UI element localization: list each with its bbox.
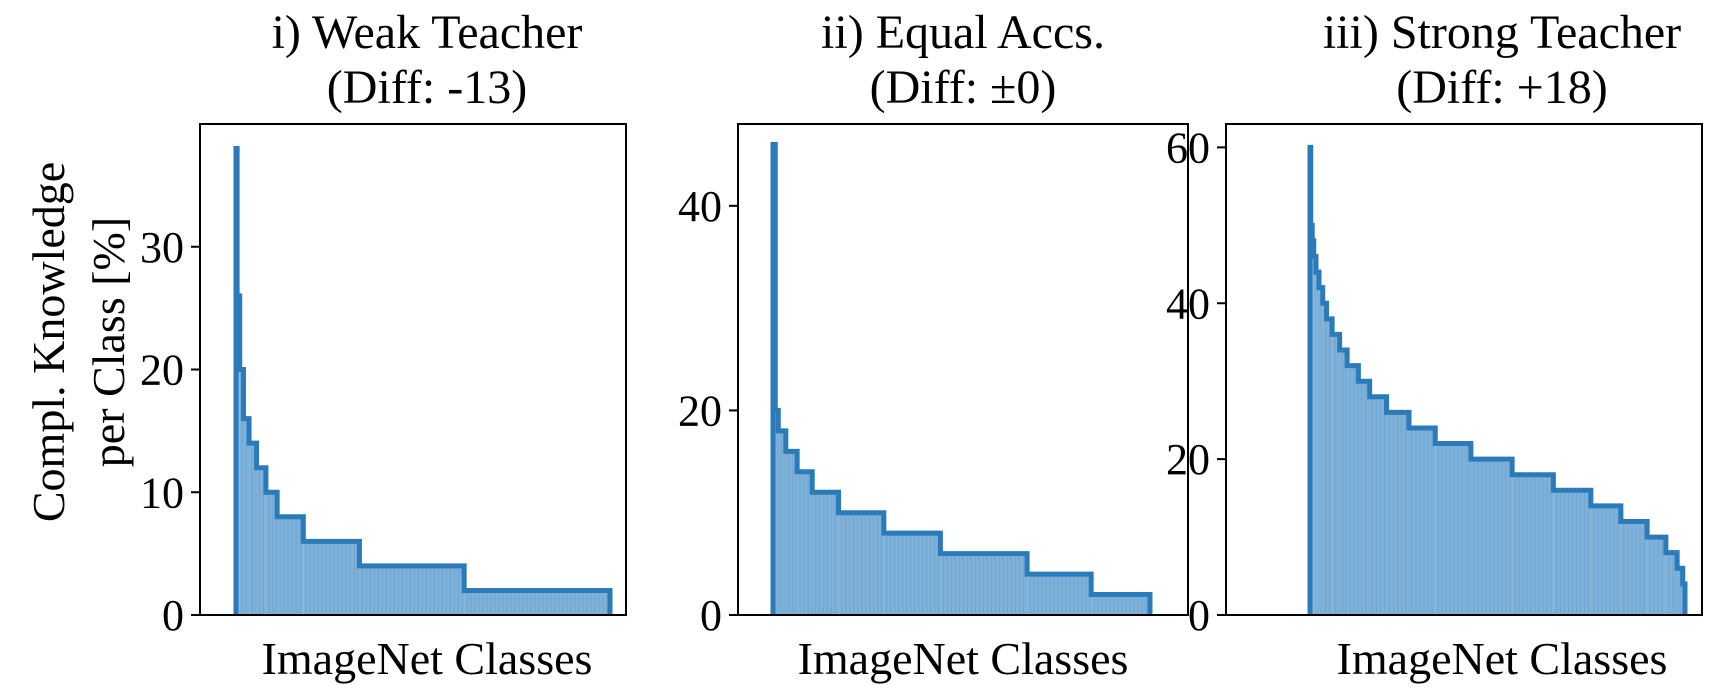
- y-tick-label: 40: [678, 182, 722, 231]
- y-tick-group: 0 10 20 30: [140, 223, 200, 640]
- area-step: [303, 541, 360, 615]
- area-step: [1409, 427, 1436, 615]
- x-axis-label: ImageNet Classes: [262, 633, 593, 684]
- area-step: [775, 410, 779, 615]
- area-step: [1322, 303, 1327, 615]
- area-step: [778, 430, 786, 615]
- area-step: [1620, 521, 1648, 615]
- plot-frame: [737, 123, 1189, 616]
- series-line-group: [1307, 144, 1688, 615]
- y-tick-label: 0: [162, 591, 184, 640]
- y-axis-label-line1: Compl. Knowledge: [23, 162, 74, 522]
- bar-texture: [1321, 287, 1681, 615]
- y-tick-label: 0: [700, 591, 722, 640]
- bar-texture: [242, 369, 608, 615]
- area-step: [265, 492, 278, 615]
- series-line: [1307, 144, 1688, 615]
- area-step: [249, 443, 257, 615]
- y-tick-label: 40: [1166, 279, 1210, 328]
- area-fill-group: [1310, 147, 1685, 616]
- area-step: [1091, 594, 1150, 615]
- panel-title-line2: (Diff: +18): [1396, 61, 1607, 114]
- y-tick-label: 20: [1166, 435, 1210, 484]
- panel-title-line1: iii) Strong Teacher: [1323, 6, 1681, 59]
- series-line-group: [233, 146, 613, 615]
- area-step: [1358, 381, 1370, 615]
- area-step: [1347, 365, 1359, 615]
- panel-title-line1: i) Weak Teacher: [272, 6, 583, 59]
- area-step: [464, 590, 610, 615]
- area-step: [1313, 256, 1316, 615]
- panel-title-line1: ii) Equal Accs.: [821, 6, 1105, 59]
- area-step: [1665, 552, 1678, 615]
- area-step: [883, 533, 941, 615]
- plot-frame: [1225, 123, 1703, 616]
- x-axis-label: ImageNet Classes: [798, 633, 1129, 684]
- y-tick-group: 0 20 40 60: [1166, 123, 1226, 640]
- area-step: [1332, 334, 1340, 615]
- area-step: [239, 369, 244, 615]
- area-step: [812, 492, 839, 615]
- panel-weak-teacher: i) Weak Teacher (Diff: -13) ImageNet Cla…: [140, 6, 627, 684]
- area-step: [359, 565, 465, 615]
- area-step: [1027, 574, 1092, 615]
- area-step: [1319, 287, 1323, 615]
- y-tick-label: 0: [1188, 591, 1210, 640]
- y-tick-label: 20: [678, 386, 722, 435]
- area-fill-group: [773, 144, 1150, 616]
- area-step: [1647, 537, 1666, 615]
- area-step: [785, 451, 798, 615]
- area-step: [1316, 272, 1319, 615]
- area-step: [1435, 443, 1471, 615]
- area-fill-group: [236, 148, 610, 616]
- y-tick-label: 60: [1166, 123, 1210, 172]
- y-tick-group: 0 20 40: [678, 182, 738, 640]
- x-axis-label: ImageNet Classes: [1337, 633, 1668, 684]
- y-tick-label: 30: [140, 223, 184, 272]
- area-step: [1339, 350, 1348, 615]
- series-line-group: [770, 141, 1153, 615]
- panel-strong-teacher: iii) Strong Teacher (Diff: +18) ImageNet…: [1166, 6, 1703, 684]
- panel-equal-accs: ii) Equal Accs. (Diff: ±0) ImageNet Clas…: [678, 6, 1189, 684]
- y-tick-label: 20: [140, 346, 184, 395]
- y-axis-label-line2: per Class [%]: [83, 217, 134, 467]
- series-line: [233, 146, 613, 615]
- area-step: [277, 516, 304, 615]
- bar-texture: [777, 410, 1147, 615]
- plot-frame: [199, 123, 627, 616]
- series-line: [770, 141, 1153, 615]
- panel-title-line2: (Diff: -13): [327, 61, 527, 114]
- panel-title-line2: (Diff: ±0): [870, 61, 1057, 114]
- area-step: [1312, 240, 1314, 615]
- area-step: [1369, 396, 1387, 615]
- y-tick-label: 10: [140, 468, 184, 517]
- area-step: [256, 467, 266, 615]
- y-axis-label: Compl. Knowledge per Class [%]: [23, 162, 134, 522]
